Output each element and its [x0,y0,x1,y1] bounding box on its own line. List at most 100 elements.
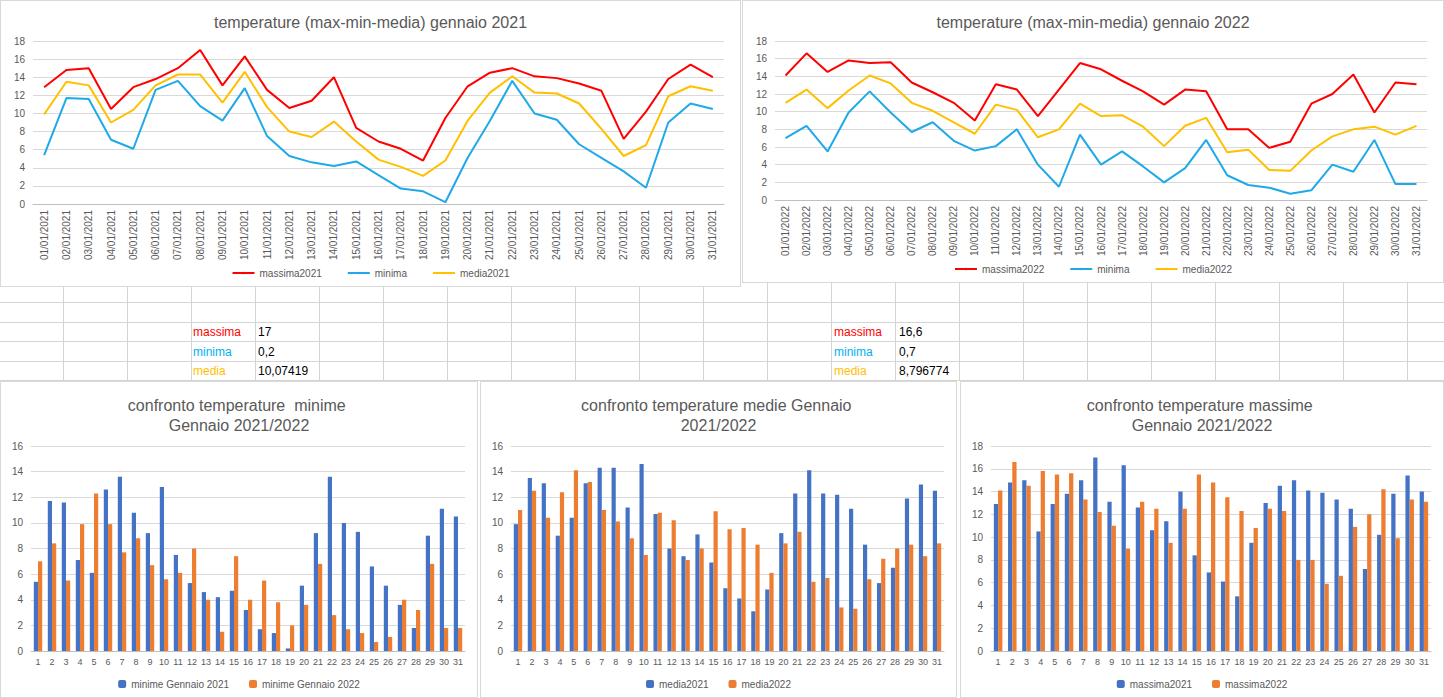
svg-text:11: 11 [653,657,662,667]
svg-text:massima2021: massima2021 [1130,679,1193,690]
svg-text:1: 1 [515,657,520,667]
svg-text:16/01/2021: 16/01/2021 [373,210,384,260]
svg-text:20: 20 [1263,657,1273,667]
svg-text:Gennaio 2021/2022: Gennaio 2021/2022 [169,417,310,434]
svg-text:25: 25 [848,657,858,667]
svg-text:7: 7 [119,657,124,667]
svg-text:8: 8 [497,543,503,554]
svg-text:16: 16 [14,54,26,65]
svg-text:15: 15 [1192,657,1202,667]
svg-text:24: 24 [1320,657,1330,667]
svg-text:2: 2 [49,657,54,667]
svg-text:04/01/2022: 04/01/2022 [843,206,854,256]
svg-text:16/01/2022: 16/01/2022 [1096,206,1107,256]
svg-text:22: 22 [1291,657,1301,667]
svg-text:13: 13 [681,657,691,667]
svg-text:27: 27 [1362,657,1372,667]
svg-text:18: 18 [750,657,760,667]
svg-text:24/01/2022: 24/01/2022 [1264,206,1275,256]
svg-text:10: 10 [492,517,504,528]
svg-text:6: 6 [761,142,767,153]
svg-text:0: 0 [17,646,23,657]
svg-text:04/01/2021: 04/01/2021 [106,210,117,260]
svg-text:6: 6 [105,657,110,667]
svg-text:17: 17 [736,657,746,667]
svg-text:01/01/2022: 01/01/2022 [780,206,791,256]
svg-text:15/01/2021: 15/01/2021 [351,210,362,260]
svg-text:23: 23 [341,657,351,667]
svg-text:18: 18 [14,36,26,47]
svg-text:24: 24 [834,657,844,667]
svg-text:03/01/2022: 03/01/2022 [822,206,833,256]
svg-text:11: 11 [1135,657,1144,667]
svg-text:25: 25 [1334,657,1344,667]
svg-text:18: 18 [756,36,768,47]
svg-text:25: 25 [369,657,379,667]
svg-text:16: 16 [972,463,984,474]
svg-text:minima: minima [375,268,408,279]
svg-text:22/01/2022: 22/01/2022 [1222,206,1233,256]
svg-text:16: 16 [492,441,504,452]
svg-text:14/01/2021: 14/01/2021 [328,210,339,260]
svg-text:30: 30 [439,657,449,667]
svg-text:4: 4 [1038,657,1043,667]
svg-text:26/01/2022: 26/01/2022 [1306,206,1317,256]
svg-text:21/01/2022: 21/01/2022 [1201,206,1212,256]
svg-text:6: 6 [585,657,590,667]
svg-text:29: 29 [904,657,914,667]
svg-text:25/01/2022: 25/01/2022 [1285,206,1296,256]
svg-text:29/01/2021: 29/01/2021 [663,210,674,260]
svg-text:temperature (max-min-media) ge: temperature (max-min-media) gennaio 2021 [214,14,527,31]
svg-text:1: 1 [35,657,40,667]
svg-text:08/01/2021: 08/01/2021 [195,210,206,260]
svg-text:27: 27 [397,657,407,667]
svg-text:minime Gennaio 2022: minime Gennaio 2022 [262,679,360,690]
svg-text:19/01/2021: 19/01/2021 [440,210,451,260]
svg-text:29/01/2022: 29/01/2022 [1369,206,1380,256]
svg-text:17/01/2022: 17/01/2022 [1117,206,1128,256]
svg-text:06/01/2022: 06/01/2022 [885,206,896,256]
svg-text:17: 17 [1220,657,1230,667]
svg-text:14: 14 [695,657,705,667]
svg-text:0: 0 [19,199,25,210]
svg-text:2021/2022: 2021/2022 [681,417,757,434]
svg-text:16: 16 [1206,657,1216,667]
svg-text:confronto temperature minime: confronto temperature minime [128,397,350,414]
svg-text:19: 19 [764,657,774,667]
svg-text:30/01/2021: 30/01/2021 [685,210,696,260]
svg-text:2: 2 [497,620,503,631]
svg-text:9: 9 [147,657,152,667]
svg-text:12: 12 [972,509,984,520]
svg-text:09/01/2021: 09/01/2021 [217,210,228,260]
svg-text:4: 4 [977,600,983,611]
svg-text:3: 3 [1024,657,1029,667]
svg-text:19/01/2022: 19/01/2022 [1159,206,1170,256]
svg-text:17: 17 [257,657,267,667]
svg-text:28: 28 [890,657,900,667]
svg-text:0: 0 [497,646,503,657]
svg-text:30: 30 [1405,657,1415,667]
svg-text:30/01/2022: 30/01/2022 [1390,206,1401,256]
svg-text:19: 19 [1249,657,1259,667]
svg-text:7: 7 [1081,657,1086,667]
svg-text:14: 14 [12,466,24,477]
svg-text:13: 13 [201,657,211,667]
svg-text:massima2022: massima2022 [982,264,1045,275]
svg-text:06/01/2021: 06/01/2021 [150,210,161,260]
svg-text:18: 18 [972,441,984,452]
svg-text:11/01/2021: 11/01/2021 [262,210,273,260]
svg-text:5: 5 [1052,657,1057,667]
svg-text:27/01/2022: 27/01/2022 [1327,206,1338,256]
svg-text:13: 13 [1163,657,1173,667]
svg-text:5: 5 [571,657,576,667]
svg-text:2: 2 [1010,657,1015,667]
svg-text:confronto temperature massime: confronto temperature massime [1087,397,1317,414]
svg-text:12: 12 [14,90,26,101]
svg-text:23/01/2021: 23/01/2021 [529,210,540,260]
svg-text:21: 21 [792,657,802,667]
svg-text:12: 12 [1149,657,1159,667]
svg-text:07/01/2022: 07/01/2022 [906,206,917,256]
svg-text:0: 0 [761,195,767,206]
svg-text:01/01/2021: 01/01/2021 [39,210,50,260]
svg-text:15: 15 [709,657,719,667]
